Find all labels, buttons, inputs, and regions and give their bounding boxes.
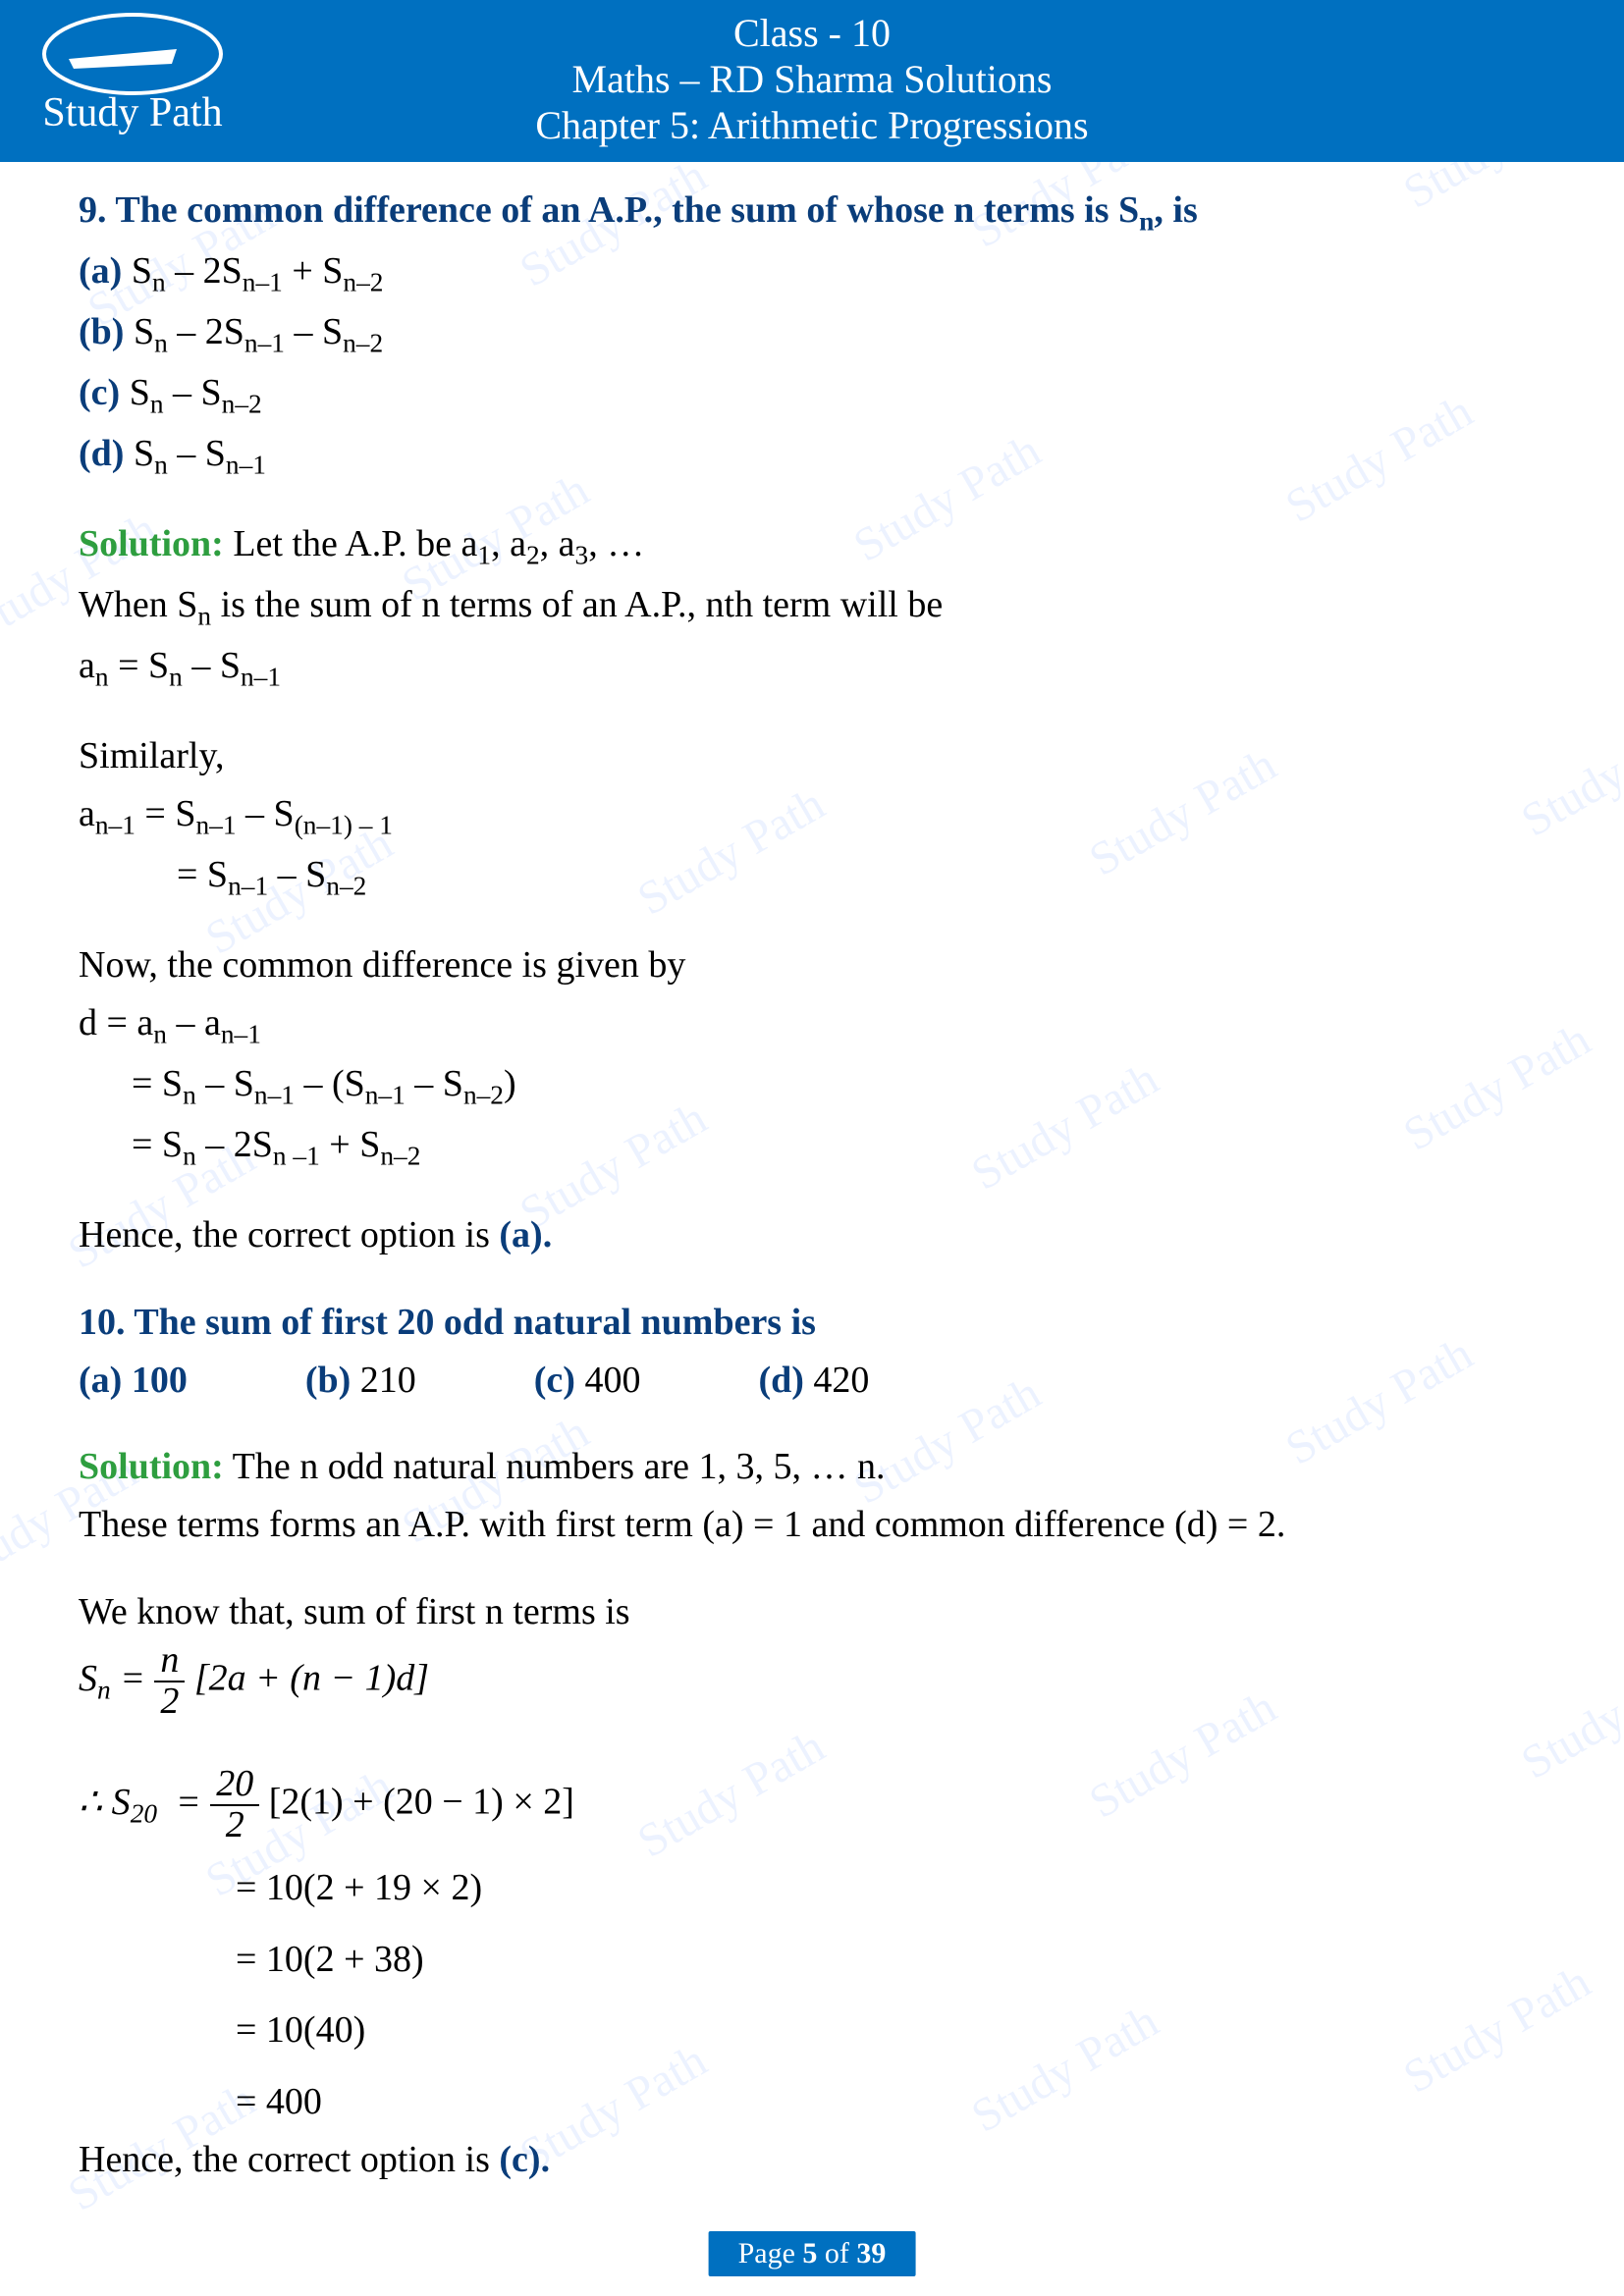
q10-calc-line5: = 400 — [79, 2073, 1545, 2131]
q9-solution-line9: = Sn – Sn–1 – (Sn–1 – Sn–2) — [79, 1055, 1545, 1116]
q9-solution-line8: d = an – an–1 — [79, 994, 1545, 1055]
q9-conclusion: Hence, the correct option is (a). — [79, 1206, 1545, 1264]
study-path-logo: Study Path — [29, 10, 236, 137]
option-value: 210 — [360, 1360, 416, 1401]
fraction-den: 2 — [210, 1806, 259, 1845]
page-footer: Page 5 of 39 — [709, 2231, 916, 2276]
q10-option-b: (b) 210 — [305, 1352, 416, 1410]
q10-calc-line4: = 10(40) — [79, 2002, 1545, 2059]
q10-solution-line1: Solution: The n odd natural numbers are … — [79, 1438, 1545, 1496]
solution-label: Solution: — [79, 523, 224, 564]
option-value: 400 — [584, 1360, 640, 1401]
footer-middle: of — [817, 2237, 856, 2269]
q9-solution-line2: When Sn is the sum of n terms of an A.P.… — [79, 576, 1545, 637]
q9-solution-line1: Solution: Let the A.P. be a1, a2, a3, … — [79, 515, 1545, 576]
q10-option-d: (d) 420 — [758, 1352, 869, 1410]
logo-text: Study Path — [42, 90, 222, 135]
q10-solution-line2: These terms forms an A.P. with first ter… — [79, 1496, 1545, 1554]
page-header: Study Path Class - 10 Maths – RD Sharma … — [0, 0, 1624, 162]
header-class: Class - 10 — [0, 10, 1624, 56]
page-content: 9. The common difference of an A.P., the… — [0, 162, 1624, 2189]
q9-solution-line4: Similarly, — [79, 727, 1545, 785]
solution-text: The n odd natural numbers are 1, 3, 5, …… — [224, 1446, 886, 1487]
fraction-num: 20 — [210, 1765, 259, 1806]
q10-conclusion: Hence, the correct option is (c). — [79, 2131, 1545, 2189]
q10-options: (a) 100 (b) 210 (c) 400 (d) 420 — [79, 1352, 1545, 1410]
conclusion-prefix: Hence, the correct option is — [79, 2139, 499, 2180]
q10-calc-line3: = 10(2 + 38) — [79, 1931, 1545, 1989]
footer-total-pages: 39 — [856, 2237, 886, 2269]
q10-option-c: (c) 400 — [534, 1352, 641, 1410]
q9-option-c: (c) Sn – Sn–2 — [79, 364, 1545, 425]
q9-solution-line6: = Sn–1 – Sn–2 — [79, 846, 1545, 907]
calc-bracket: [2(1) + (20 − 1) × 2] — [269, 1782, 574, 1823]
conclusion-answer: (a). — [499, 1214, 552, 1255]
conclusion-prefix: Hence, the correct option is — [79, 1214, 499, 1255]
q9-solution-line5: an–1 = Sn–1 – S(n–1) – 1 — [79, 785, 1545, 846]
q10-solution-line3: We know that, sum of first n terms is — [79, 1583, 1545, 1641]
q9-option-d: (d) Sn – Sn–1 — [79, 425, 1545, 486]
header-subject: Maths – RD Sharma Solutions — [0, 56, 1624, 102]
fraction-num: n — [154, 1641, 185, 1682]
q9-option-b: (b) Sn – 2Sn–1 – Sn–2 — [79, 303, 1545, 364]
q9-option-a: (a) Sn – 2Sn–1 + Sn–2 — [79, 242, 1545, 303]
q9-solution-line10: = Sn – 2Sn –1 + Sn–2 — [79, 1116, 1545, 1177]
q9-question: 9. The common difference of an A.P., the… — [79, 189, 1198, 231]
footer-current-page: 5 — [802, 2237, 817, 2269]
solution-label: Solution: — [79, 1446, 224, 1487]
q10-calc-line2: = 10(2 + 19 × 2) — [79, 1859, 1545, 1917]
option-value: 420 — [813, 1360, 869, 1401]
q10-calc-line1: ∴ S20 = 202 [2(1) + (20 − 1) × 2] — [79, 1765, 1545, 1845]
q9-solution-line3: an = Sn – Sn–1 — [79, 637, 1545, 698]
option-value: 100 — [132, 1360, 188, 1401]
q10-option-a: (a) 100 — [79, 1352, 188, 1410]
header-chapter: Chapter 5: Arithmetic Progressions — [0, 102, 1624, 148]
q10-question: 10. The sum of first 20 odd natural numb… — [79, 1302, 816, 1343]
conclusion-answer: (c). — [499, 2139, 550, 2180]
q10-formula: Sn = n2 [2a + (n − 1)d] — [79, 1641, 1545, 1722]
footer-prefix: Page — [738, 2237, 803, 2269]
fraction-den: 2 — [154, 1682, 185, 1722]
q9-solution-line7: Now, the common difference is given by — [79, 936, 1545, 994]
